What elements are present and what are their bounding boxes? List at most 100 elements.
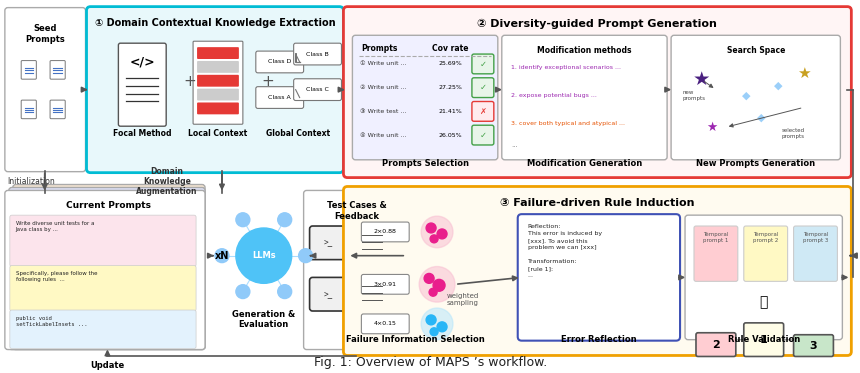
Circle shape [429,288,437,296]
FancyBboxPatch shape [310,226,347,260]
Text: ① Domain Contextual Knowledge Extraction: ① Domain Contextual Knowledge Extraction [95,19,335,28]
Circle shape [421,308,453,340]
Text: Cov rate: Cov rate [432,44,468,53]
Text: Domain
Knowledge
Augmentation: Domain Knowledge Augmentation [137,167,198,197]
FancyBboxPatch shape [472,101,494,121]
Text: ③ Write test ...: ③ Write test ... [360,109,407,114]
Text: Seed
Prompts: Seed Prompts [25,24,65,44]
Text: ◆: ◆ [741,91,750,101]
Text: Class A: Class A [268,95,291,100]
Text: 3: 3 [809,341,817,351]
Text: 21.41%: 21.41% [438,109,462,114]
FancyBboxPatch shape [794,226,838,281]
Circle shape [437,322,447,332]
Text: ✅: ✅ [759,295,768,309]
FancyBboxPatch shape [361,222,409,242]
Text: Specifically, please follow the
following rules  ...: Specifically, please follow the followin… [15,272,97,282]
FancyBboxPatch shape [361,275,409,294]
FancyBboxPatch shape [304,191,409,350]
FancyBboxPatch shape [472,78,494,98]
FancyBboxPatch shape [87,7,343,173]
Text: ★: ★ [706,121,717,134]
FancyBboxPatch shape [696,333,736,357]
FancyBboxPatch shape [9,310,196,348]
Text: ★: ★ [796,66,810,81]
Text: >_: >_ [324,290,333,299]
Circle shape [433,279,445,291]
Text: selected
prompts: selected prompts [782,128,805,138]
FancyBboxPatch shape [364,273,381,281]
Circle shape [215,249,229,263]
FancyBboxPatch shape [5,191,205,350]
Text: Current Prompts: Current Prompts [66,201,151,210]
Text: 25.69%: 25.69% [438,62,462,66]
Circle shape [236,228,292,283]
FancyBboxPatch shape [255,51,304,73]
Text: 3×0.91: 3×0.91 [374,282,396,287]
Text: ✓: ✓ [479,59,487,68]
Text: ...: ... [511,142,518,148]
Text: +: + [261,74,274,89]
Text: xN: xN [215,251,229,261]
Text: ◆: ◆ [774,81,783,91]
FancyBboxPatch shape [310,278,347,311]
FancyBboxPatch shape [356,276,388,308]
FancyBboxPatch shape [343,186,851,355]
Text: ◆: ◆ [758,112,766,122]
Text: Temporal
prompt 1: Temporal prompt 1 [703,232,728,243]
Circle shape [437,229,447,239]
Text: Reflection:
This error is induced by
[xxx]. To avoid this
problem we can [xxx]

: Reflection: This error is induced by [xx… [528,224,602,278]
FancyBboxPatch shape [9,188,205,350]
FancyBboxPatch shape [197,103,239,115]
Text: Update: Update [90,361,125,370]
Text: Rule Validation: Rule Validation [728,335,800,344]
FancyBboxPatch shape [364,222,381,230]
FancyBboxPatch shape [9,215,196,267]
Text: 2: 2 [712,339,720,350]
Circle shape [236,285,250,298]
Text: Fig. 1: Overview of MAPS ’s workflow.: Fig. 1: Overview of MAPS ’s workflow. [315,357,548,370]
FancyBboxPatch shape [518,214,680,341]
Text: ✗: ✗ [479,107,487,116]
Text: Class C: Class C [306,87,329,92]
FancyBboxPatch shape [197,75,239,87]
FancyBboxPatch shape [685,215,843,340]
Text: 2×0.88: 2×0.88 [374,229,396,235]
FancyBboxPatch shape [255,87,304,109]
Text: New Prompts Generation: New Prompts Generation [697,159,815,168]
FancyBboxPatch shape [356,225,388,257]
FancyBboxPatch shape [472,125,494,145]
Text: 1. identify exceptional scenarios ...: 1. identify exceptional scenarios ... [511,65,621,70]
Text: Temporal
prompt 2: Temporal prompt 2 [753,232,778,243]
Text: new
prompts: new prompts [682,90,705,101]
Text: Failure Information Selection: Failure Information Selection [346,335,484,344]
Text: Focal Method: Focal Method [113,129,171,138]
Text: Error Reflection: Error Reflection [561,335,636,344]
FancyBboxPatch shape [293,43,341,65]
Text: 26.05%: 26.05% [439,132,462,138]
Circle shape [426,315,436,325]
FancyBboxPatch shape [501,35,667,160]
Text: ① Write unit ...: ① Write unit ... [360,62,407,66]
FancyBboxPatch shape [5,7,85,172]
Circle shape [421,216,453,248]
Text: Test Cases &
Feedback: Test Cases & Feedback [327,201,386,221]
Text: Global Context: Global Context [266,129,329,138]
Text: Initialization: Initialization [7,177,55,186]
Text: weighted
sampling: weighted sampling [447,293,479,305]
FancyBboxPatch shape [744,323,783,357]
FancyBboxPatch shape [472,54,494,74]
Text: Prompts Selection: Prompts Selection [382,159,469,168]
Text: ② Write unit ...: ② Write unit ... [360,85,407,90]
Circle shape [430,328,438,336]
FancyBboxPatch shape [353,35,498,160]
Circle shape [424,273,434,283]
Text: Write diverse unit tests for a
Java class by ...: Write diverse unit tests for a Java clas… [15,221,95,232]
Text: Modification Generation: Modification Generation [527,159,642,168]
Circle shape [298,249,312,263]
Text: Class D: Class D [268,59,292,65]
Text: public void
setTickLabelInsets ...: public void setTickLabelInsets ... [15,316,88,327]
FancyBboxPatch shape [361,314,409,334]
Text: Temporal
prompt 3: Temporal prompt 3 [802,232,828,243]
Text: Local Context: Local Context [188,129,248,138]
